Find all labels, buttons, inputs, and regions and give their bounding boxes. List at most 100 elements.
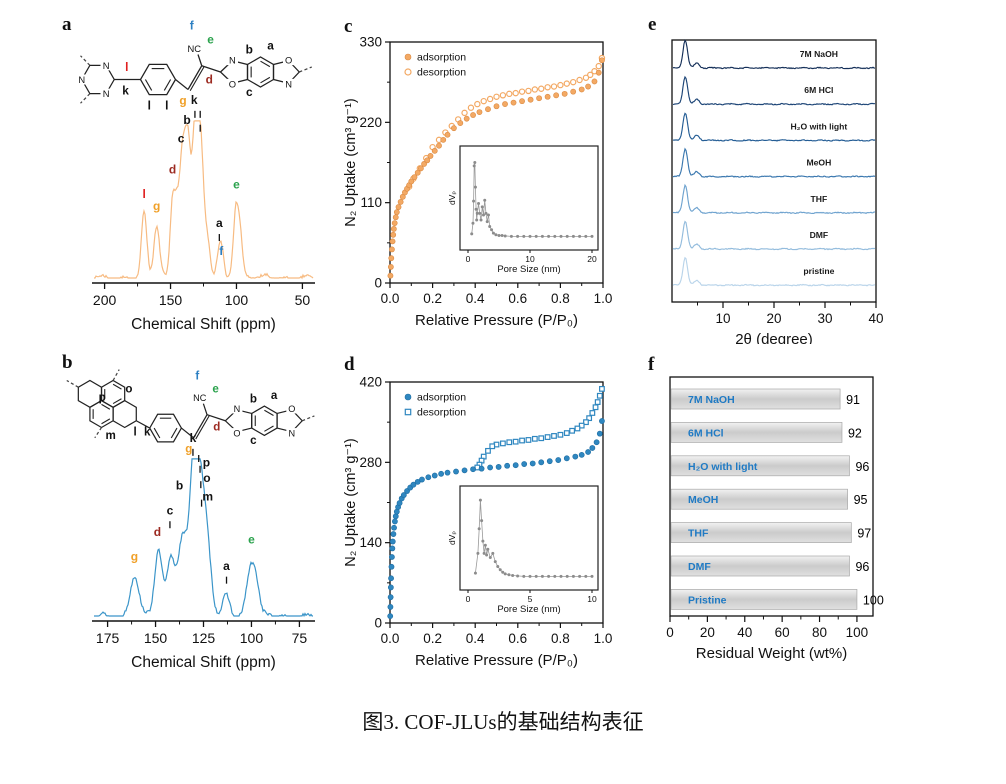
svg-text:0: 0 bbox=[374, 616, 382, 631]
svg-text:0.8: 0.8 bbox=[551, 291, 570, 306]
svg-text:125: 125 bbox=[192, 630, 216, 646]
svg-text:60: 60 bbox=[775, 625, 790, 640]
svg-text:d: d bbox=[154, 525, 161, 539]
svg-text:b: b bbox=[250, 393, 257, 405]
svg-text:N: N bbox=[285, 79, 292, 89]
svg-text:MeOH: MeOH bbox=[688, 494, 718, 506]
svg-text:92: 92 bbox=[848, 426, 862, 440]
svg-text:100: 100 bbox=[240, 630, 264, 646]
svg-text:N: N bbox=[234, 404, 241, 414]
plot-frame bbox=[671, 39, 877, 303]
pxrd-svg: 7M NaOH 6M HCl H₂O with light MeOH THF DMF pri… bbox=[671, 39, 884, 348]
svg-text:c: c bbox=[167, 503, 174, 517]
svg-text:0.4: 0.4 bbox=[466, 631, 485, 646]
svg-text:75: 75 bbox=[292, 630, 308, 646]
svg-text:l: l bbox=[165, 99, 168, 113]
nmr-spectrum-line bbox=[94, 120, 314, 280]
figure-caption: 图3. COF-JLUs的基础结构表征 bbox=[362, 710, 644, 734]
svg-text:adsorption: adsorption bbox=[417, 52, 466, 64]
svg-text:c: c bbox=[246, 85, 253, 99]
svg-text:Relative Pressure (P/P₀): Relative Pressure (P/P₀) bbox=[415, 312, 578, 329]
svg-text:f: f bbox=[190, 19, 194, 33]
panel-label-a: a bbox=[62, 14, 72, 35]
panel-label-e: e bbox=[648, 14, 657, 35]
svg-text:d: d bbox=[213, 422, 220, 434]
svg-text:dVₚ: dVₚ bbox=[447, 191, 457, 205]
panel-label-f: f bbox=[648, 354, 655, 375]
bar-5 bbox=[670, 555, 850, 577]
svg-text:k: k bbox=[122, 84, 129, 98]
svg-text:o: o bbox=[203, 471, 210, 485]
data-points bbox=[387, 385, 605, 620]
bars: 7M NaOH 91 6M HCl 92 H₂O with light 96 MeOH 95 T… bbox=[670, 388, 884, 610]
svg-text:Pore Size (nm): Pore Size (nm) bbox=[497, 264, 560, 275]
isotherm-svg: 0 110 220 330 0.0 0.2 0.4 0.6 0.8 1.0 N₂ Uptake (c… bbox=[343, 35, 612, 330]
svg-text:e: e bbox=[248, 533, 255, 547]
svg-text:20: 20 bbox=[700, 625, 715, 640]
svg-text:Relative Pressure (P/P₀): Relative Pressure (P/P₀) bbox=[415, 652, 578, 669]
panel-f-residual-weight-chart: 7M NaOH 91 6M HCl 92 H₂O with light 96 MeOH 95 T… bbox=[636, 350, 1004, 684]
svg-text:e: e bbox=[207, 32, 214, 46]
svg-text:100: 100 bbox=[863, 593, 884, 607]
bar-2 bbox=[670, 455, 850, 477]
svg-text:97: 97 bbox=[857, 527, 871, 541]
x-axis: 10 20 30 40 2θ (degree) bbox=[697, 302, 884, 348]
panel-label-c: c bbox=[344, 16, 353, 37]
svg-text:150: 150 bbox=[159, 292, 183, 308]
svg-text:150: 150 bbox=[144, 630, 168, 646]
svg-text:N: N bbox=[103, 89, 110, 99]
svg-text:95: 95 bbox=[854, 493, 868, 507]
svg-text:0.2: 0.2 bbox=[423, 631, 442, 646]
svg-text:0.0: 0.0 bbox=[381, 291, 400, 306]
svg-text:o: o bbox=[125, 384, 132, 396]
svg-text:l: l bbox=[125, 60, 128, 74]
svg-text:THF: THF bbox=[811, 194, 828, 204]
svg-text:2θ (degree): 2θ (degree) bbox=[735, 331, 813, 344]
svg-text:a: a bbox=[223, 559, 230, 573]
svg-text:Residual Weight (wt%): Residual Weight (wt%) bbox=[696, 645, 847, 662]
svg-text:7M NaOH: 7M NaOH bbox=[688, 394, 735, 406]
panel-d-isotherm-chart: 0 140 280 420 0.0 0.2 0.4 0.6 0.8 1.0 N₂ Uptake (c… bbox=[342, 350, 634, 682]
svg-text:N: N bbox=[229, 56, 236, 66]
svg-text:b: b bbox=[176, 479, 183, 493]
svg-text:6M HCl: 6M HCl bbox=[688, 427, 724, 439]
panel-b-nmr-chart: N O O N NC p o l k m g f e d b a c 175 150 125 100 75 Chemical… bbox=[28, 350, 340, 680]
svg-text:10: 10 bbox=[525, 254, 535, 264]
svg-text:N: N bbox=[78, 75, 85, 85]
panel-e-pxrd-chart: 7M NaOH 6M HCl H₂O with light MeOH THF DMF pri… bbox=[636, 10, 1004, 348]
svg-text:220: 220 bbox=[359, 115, 382, 130]
svg-text:110: 110 bbox=[360, 195, 382, 210]
svg-text:40: 40 bbox=[737, 625, 752, 640]
axes: 0 110 220 330 0.0 0.2 0.4 0.6 0.8 1.0 N₂ Uptake (c… bbox=[343, 35, 612, 330]
svg-text:d: d bbox=[206, 72, 213, 86]
svg-text:desorption: desorption bbox=[417, 67, 466, 79]
axes: 0 140 280 420 0.0 0.2 0.4 0.6 0.8 1.0 N₂ Uptake (c… bbox=[343, 375, 612, 670]
svg-text:0: 0 bbox=[466, 594, 471, 604]
svg-text:5: 5 bbox=[528, 594, 533, 604]
svg-text:l: l bbox=[133, 426, 136, 438]
plot-frame bbox=[669, 376, 874, 617]
svg-text:420: 420 bbox=[359, 375, 382, 390]
pxrd-curve bbox=[672, 147, 876, 178]
pxrd-curve bbox=[672, 75, 876, 106]
svg-text:c: c bbox=[178, 131, 185, 145]
svg-text:0.6: 0.6 bbox=[508, 291, 527, 306]
svg-text:100: 100 bbox=[225, 292, 249, 308]
svg-text:a: a bbox=[271, 390, 278, 402]
svg-text:10: 10 bbox=[715, 311, 730, 326]
svg-text:40: 40 bbox=[868, 311, 883, 326]
svg-text:p: p bbox=[203, 456, 210, 470]
svg-text:330: 330 bbox=[359, 35, 382, 50]
data-points bbox=[387, 54, 606, 279]
isotherm-svg: 0 140 280 420 0.0 0.2 0.4 0.6 0.8 1.0 N₂ Uptake (c… bbox=[343, 375, 612, 670]
svg-text:DMF: DMF bbox=[810, 230, 829, 240]
svg-text:g: g bbox=[185, 443, 192, 455]
svg-text:91: 91 bbox=[846, 393, 860, 407]
svg-text:O: O bbox=[233, 428, 240, 438]
svg-text:20: 20 bbox=[587, 254, 597, 264]
pore-size-inset: 0 5 10 Pore Size (nm) dVₚ bbox=[447, 485, 599, 615]
